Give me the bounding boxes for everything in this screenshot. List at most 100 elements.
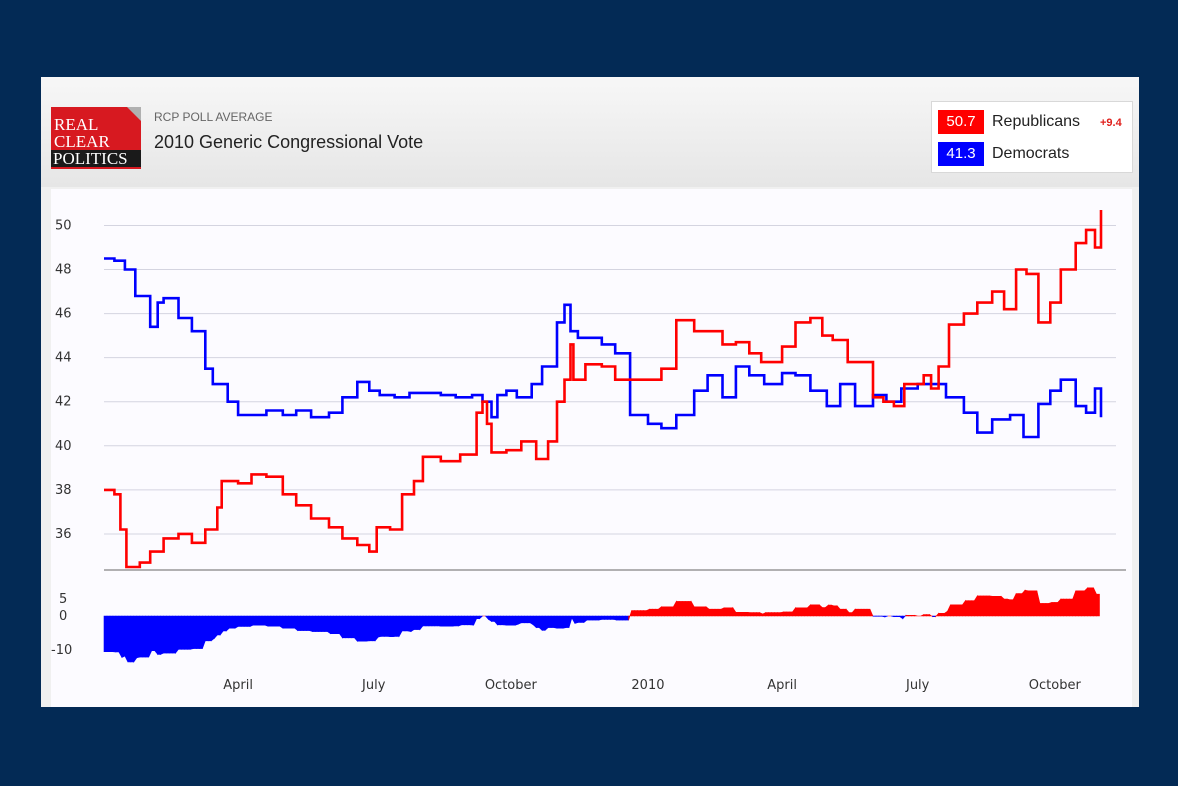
spread-area-segment: [553, 615, 558, 629]
spread-area-segment: [190, 615, 194, 650]
spread-area-segment: [595, 615, 600, 621]
logo-line-politics: POLITICS: [51, 150, 141, 167]
spread-area-segment: [112, 615, 117, 653]
spread-area-segment: [270, 615, 275, 627]
spread-area-segment: [971, 600, 975, 617]
logo-corner-fold: [127, 107, 141, 121]
spread-area-segment: [306, 615, 310, 631]
spread-area-segment: [1072, 590, 1076, 617]
spread-area-segment: [470, 615, 474, 626]
spread-area-segment: [526, 615, 531, 624]
spread-area-segment: [1051, 602, 1056, 617]
spread-area-segment: [845, 608, 850, 617]
spread-area-segment: [890, 615, 895, 618]
spread-area-segment: [681, 601, 686, 617]
spread-area-segment: [813, 604, 817, 617]
spread-area-segment: [413, 615, 418, 630]
spread-y-tick-label: 5: [59, 592, 67, 607]
spread-area-segment: [1096, 593, 1100, 617]
spread-area-segment: [574, 615, 579, 624]
spread-area-segment: [240, 615, 245, 627]
spread-area-segment: [944, 610, 948, 617]
logo-line-real: REAL: [54, 115, 99, 134]
spread-area-segment: [437, 615, 442, 627]
spread-area-segment: [1036, 590, 1041, 617]
spread-area-segment: [389, 615, 394, 637]
spread-area-segment: [127, 615, 132, 663]
spread-area-segment: [529, 615, 534, 626]
legend-box: 50.7 Republicans +9.4 41.3 Democrats: [931, 101, 1133, 173]
spread-area-segment: [484, 615, 489, 621]
spread-area-segment: [646, 608, 650, 617]
spread-area-segment: [902, 614, 907, 620]
x-tick-label: April: [767, 678, 797, 693]
spread-area-segment: [118, 615, 123, 658]
spread-area-segment: [544, 615, 549, 631]
spread-area-segment: [831, 604, 835, 617]
democrats-label: Democrats: [992, 145, 1070, 162]
spread-area-segment: [208, 615, 212, 642]
spread-area-segment: [103, 615, 108, 652]
spread-area-segment: [884, 615, 888, 618]
spread-area-segment: [911, 615, 915, 617]
spread-area-segment: [154, 615, 158, 656]
spread-area-segment: [425, 615, 430, 627]
spread-area-segment: [1048, 601, 1053, 617]
spread-area-segment: [157, 615, 161, 655]
spread-area-segment: [604, 615, 608, 620]
spread-area-segment: [556, 615, 561, 629]
spread-area-segment: [401, 615, 406, 632]
spread-area-segment: [676, 601, 680, 617]
spread-area-segment: [1012, 593, 1017, 617]
spread-area-segment: [422, 615, 427, 627]
spread-area-segment: [783, 611, 787, 617]
spread-area-segment: [607, 615, 611, 620]
spread-area-segment: [667, 606, 671, 617]
spread-area-segment: [1090, 587, 1094, 617]
y-tick-label: 50: [55, 218, 72, 233]
spread-area-segment: [932, 615, 936, 617]
spread-area-segment: [524, 615, 528, 624]
spread-area-segment: [258, 615, 263, 626]
spread-area-segment: [366, 615, 370, 642]
spread-area-segment: [1015, 593, 1020, 617]
spread-area-segment: [109, 615, 114, 652]
spread-area-segment: [1063, 598, 1067, 617]
spread-area-segment: [658, 606, 662, 617]
spread-area-segment: [705, 606, 710, 617]
spread-area-segment: [354, 615, 358, 643]
spread-label: +9.4: [1100, 117, 1122, 129]
spread-area-segment: [702, 606, 707, 617]
spread-area-segment: [1009, 599, 1014, 617]
spread-area-segment: [994, 596, 999, 617]
spread-area-segment: [211, 615, 215, 642]
spread-area-segment: [923, 614, 927, 617]
spread-area-segment: [717, 608, 722, 617]
spread-area-segment: [500, 615, 504, 626]
plot-area: 36 38 40 42 44 46 48 50 -10 0 5 April July October 201…: [51, 189, 1132, 707]
spread-area-segment: [836, 605, 841, 617]
spread-area-segment: [613, 615, 617, 621]
spread-area-segment: [330, 615, 334, 634]
spread-area-segment: [720, 607, 725, 617]
spread-area-segment: [589, 615, 594, 621]
spread-area-segment: [509, 615, 513, 626]
republicans-value-badge: 50.7: [938, 110, 984, 134]
spread-area-segment: [342, 615, 346, 639]
spread-area-segment: [637, 610, 641, 617]
spread-area-segment: [565, 615, 570, 628]
spread-area-segment: [774, 612, 778, 617]
spread-area-segment: [1000, 595, 1005, 617]
spread-area-segment: [1033, 590, 1038, 617]
spread-area-segment: [699, 606, 704, 617]
spread-area-segment: [753, 612, 757, 617]
spread-area-segment: [938, 613, 942, 617]
spread-area-segment: [214, 615, 218, 640]
spread-area-segment: [339, 615, 343, 639]
spread-area-segment: [503, 615, 507, 626]
spread-area-segment: [419, 615, 424, 631]
rcp-logo[interactable]: REAL CLEAR POLITICS: [51, 107, 141, 169]
spread-area-segment: [744, 612, 749, 617]
y-tick-label: 36: [55, 527, 72, 542]
spread-area-segment: [178, 615, 182, 650]
